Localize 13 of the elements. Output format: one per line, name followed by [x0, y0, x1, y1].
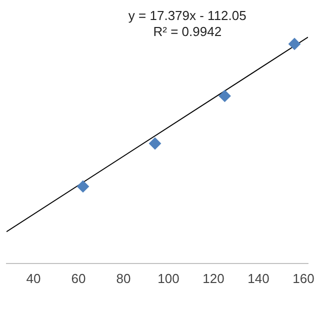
x-tick-label: 60 [71, 270, 86, 286]
point [218, 90, 231, 102]
x-tick-label: 160 [292, 270, 314, 286]
annotation: R² = 0.9942 [153, 24, 222, 40]
text: y = 17.379x - 112.05 [128, 8, 246, 24]
x-tick-label: 80 [116, 270, 131, 286]
point [288, 38, 300, 50]
point [149, 137, 161, 150]
point [77, 180, 89, 192]
x-tick-label: 140 [248, 270, 270, 286]
x-tick-label: 120 [202, 270, 224, 286]
x-tick-label: 40 [26, 270, 41, 286]
x-tick-label: 100 [158, 270, 180, 286]
